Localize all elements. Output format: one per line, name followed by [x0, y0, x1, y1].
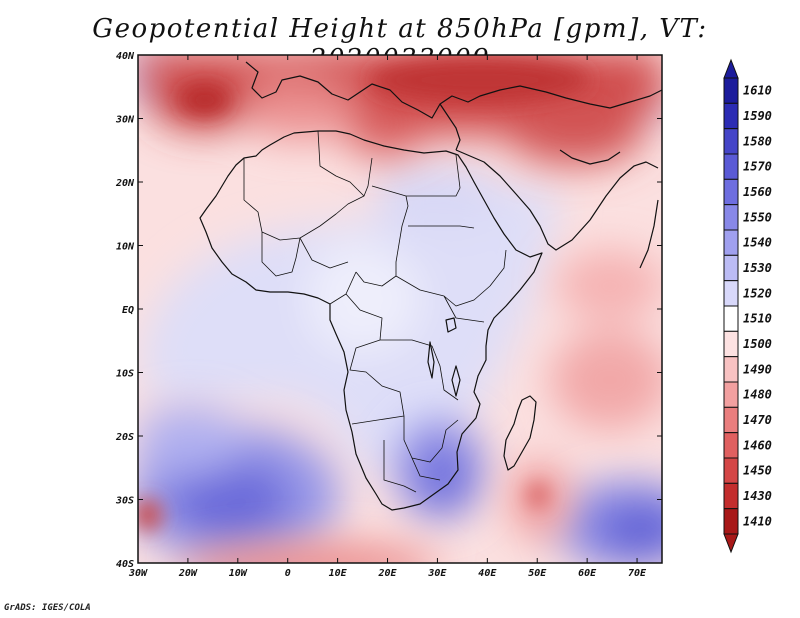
lat-tick-label: EQ	[122, 305, 134, 316]
colorbar-label: 1610	[743, 84, 772, 98]
lon-tick-label: 10W	[229, 568, 248, 579]
colorbar-label: 1410	[743, 514, 772, 528]
colorbar-label: 1580	[743, 134, 772, 148]
colorbar-label: 1510	[743, 312, 772, 326]
lat-tick-label: 30S	[115, 496, 134, 507]
africa-coastline	[199, 130, 543, 511]
lat-tick-label: 40N	[116, 51, 135, 62]
colorbar-label: 1530	[743, 261, 772, 275]
lat-tick-label: 30N	[115, 115, 135, 126]
gulf-coastline	[559, 149, 621, 165]
lon-tick-label: 10E	[329, 568, 348, 579]
colorbar-swatch	[723, 254, 739, 282]
colorbar-label: 1570	[743, 160, 772, 174]
lon-tick-label: 70E	[628, 568, 647, 579]
colorbar-label: 1470	[743, 413, 772, 427]
lon-tick-label: 40E	[478, 568, 497, 579]
lat-tick-label: 40S	[116, 559, 134, 570]
colorbar-label: 1550	[743, 210, 772, 224]
colorbar-label: 1480	[743, 388, 772, 402]
colorbar-swatch	[723, 330, 739, 358]
lat-tick-label: 10N	[116, 242, 135, 253]
colorbar-label: 1520	[743, 286, 772, 300]
colorbar-swatch	[723, 508, 739, 535]
arabia-coastline	[455, 149, 659, 251]
colorbar-swatch	[723, 432, 739, 459]
colorbar-label: 1450	[743, 464, 772, 478]
madagascar-coastline	[503, 395, 537, 471]
lon-tick-label: 30W	[128, 568, 148, 579]
lon-tick-label: 50E	[528, 568, 547, 579]
lon-tick-label: 60E	[578, 568, 597, 579]
europe-asia-coastline	[245, 61, 662, 119]
colorbar-top-arrow	[723, 58, 739, 79]
colorbar-swatch	[723, 381, 739, 408]
footer-credit: GrADS: IGES/COLA	[4, 603, 91, 613]
country-borders	[243, 130, 507, 493]
colorbar-swatch	[723, 305, 739, 332]
height-field	[138, 55, 662, 563]
colorbar-label: 1540	[743, 236, 772, 250]
colorbar-label: 1500	[743, 337, 772, 351]
lon-tick-label: 0	[285, 568, 291, 579]
colorbar: 1610 1590 1580 1570 1560 1550 1540 1530 1520 1510…	[723, 58, 772, 554]
lake-malawi	[451, 365, 461, 397]
colorbar-label: 1430	[743, 489, 772, 503]
levant-coastline	[439, 103, 461, 151]
colorbar-bottom-arrow	[723, 533, 739, 554]
colorbar-swatch	[723, 77, 739, 104]
india-coastline	[639, 199, 659, 269]
lake-victoria	[445, 317, 457, 333]
colorbar-swatch	[723, 153, 739, 180]
lat-tick-label: 20S	[115, 432, 134, 443]
colorbar-swatch	[723, 457, 739, 484]
colorbar-label: 1460	[743, 438, 772, 452]
colorbar-swatch	[723, 280, 739, 307]
colorbar-swatch	[723, 356, 739, 383]
colorbar-swatch	[723, 204, 739, 231]
colorbar-swatch	[723, 178, 739, 206]
lon-tick-label: 20W	[178, 568, 198, 579]
colorbar-swatch	[723, 482, 739, 510]
lat-tick-label: 20N	[115, 178, 135, 189]
colorbar-label: 1490	[743, 362, 772, 376]
colorbar-swatch	[723, 128, 739, 155]
lat-tick-label: 10S	[116, 369, 134, 380]
lon-tick-label: 20E	[377, 568, 397, 579]
lake-tanganyika	[427, 341, 435, 379]
lon-tick-label: 30E	[427, 568, 447, 579]
colorbar-swatch	[723, 229, 739, 256]
latitude-axis: 40N 30N 20N 10N EQ 10S 20S 30S 40S	[115, 51, 662, 570]
colorbar-label: 1590	[743, 109, 772, 123]
colorbar-swatch	[723, 406, 739, 434]
colorbar-swatch	[723, 102, 739, 130]
colorbar-label: 1560	[743, 185, 772, 199]
longitude-axis: 30W 20W 10W 0 10E 20E 30E 40E 50E 60E 70E	[128, 55, 647, 579]
